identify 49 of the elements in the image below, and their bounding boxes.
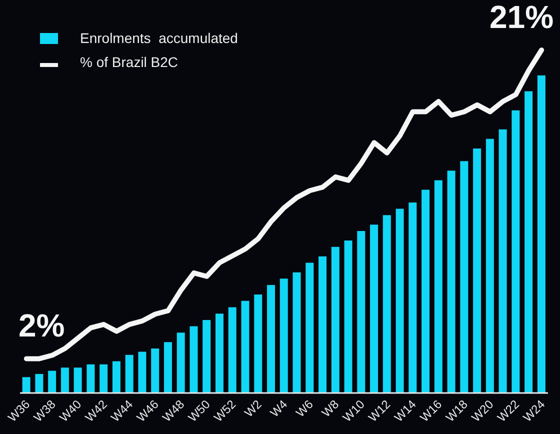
bar [473, 148, 482, 393]
bar [537, 75, 546, 393]
bar [164, 342, 172, 393]
bar [512, 110, 520, 393]
x-tick-label: W6 [293, 396, 316, 420]
bar [292, 272, 301, 393]
bar [228, 307, 236, 393]
annotation: 2% [18, 308, 65, 344]
bar [434, 180, 442, 393]
bar [241, 300, 250, 393]
bar [357, 231, 366, 393]
bar [22, 377, 30, 393]
bar [254, 294, 262, 393]
bar [486, 138, 494, 393]
legend-label: Enrolments accumulated [80, 30, 238, 46]
bar [524, 91, 533, 393]
bar [86, 364, 95, 393]
bar [176, 332, 185, 393]
bar [280, 278, 288, 393]
bar [460, 161, 468, 393]
bar [215, 314, 224, 393]
bar [422, 190, 430, 393]
x-tick-label: W8 [319, 396, 342, 420]
x-tick-label: W4 [267, 396, 290, 420]
bar [100, 364, 108, 393]
bar [447, 170, 456, 393]
bar [382, 215, 391, 393]
bar [396, 208, 404, 393]
bar [138, 352, 146, 393]
bar [498, 129, 507, 393]
x-tick-label: W2 [242, 396, 265, 420]
bar [267, 285, 275, 393]
bar [318, 256, 327, 393]
bar [151, 348, 160, 393]
bar [344, 240, 352, 393]
annotation: 21% [490, 0, 554, 35]
bar [331, 246, 340, 393]
legend-label: % of Brazil B2C [80, 54, 178, 70]
bar [125, 354, 134, 393]
bar [112, 361, 120, 393]
bar [370, 224, 378, 393]
bar [48, 370, 56, 393]
bar [35, 374, 44, 393]
bar [74, 368, 82, 393]
bar [190, 326, 198, 393]
bar [60, 368, 69, 393]
bar [408, 202, 417, 393]
bar [306, 262, 314, 393]
bar [202, 320, 211, 393]
